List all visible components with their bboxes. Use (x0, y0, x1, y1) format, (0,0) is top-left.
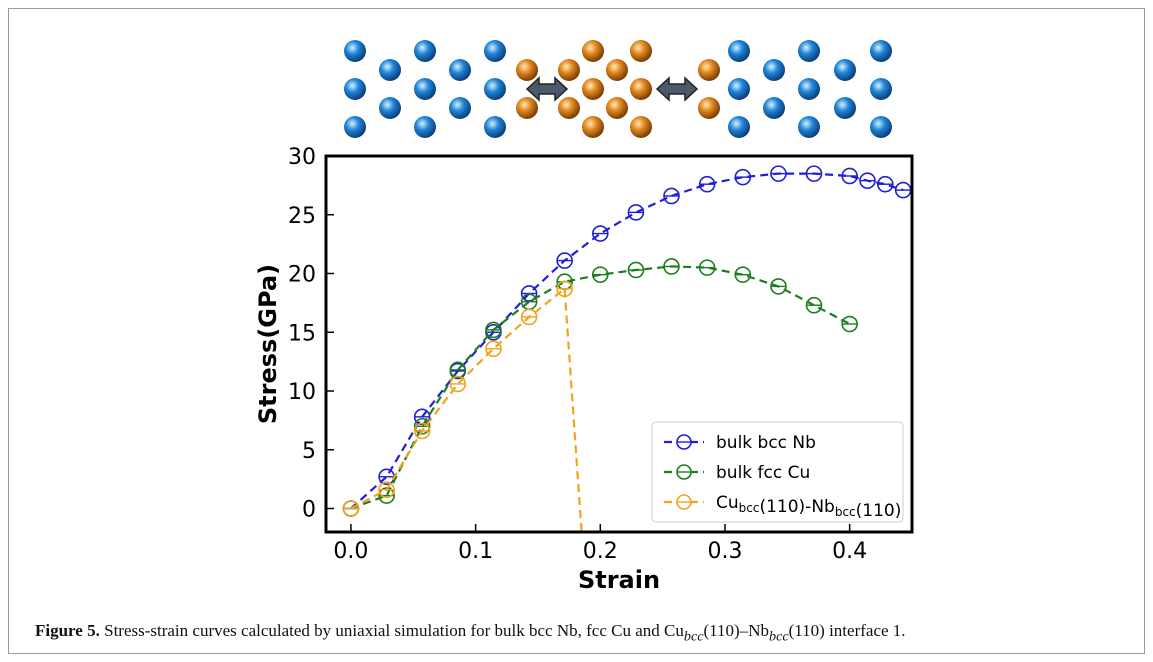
nb-atom (763, 97, 785, 119)
legend-label: Cubcc(110)-Nbbcc(110) (716, 493, 901, 521)
cu-atom (698, 97, 720, 119)
nb-atom (728, 78, 750, 100)
nb-atom (834, 59, 856, 81)
nb-atom (728, 116, 750, 138)
x-tick-label: 0.0 (333, 539, 368, 564)
cu-atom (606, 97, 628, 119)
nb-atom (870, 116, 892, 138)
legend-box (651, 421, 904, 523)
x-tick-label: 0.2 (583, 539, 618, 564)
legend-label: bulk bcc Nb (716, 433, 816, 453)
nb-atom (379, 97, 401, 119)
cu-atom (558, 59, 580, 81)
y-tick-label: 20 (288, 263, 316, 288)
nb-atom (728, 40, 750, 62)
cu-atom (582, 78, 604, 100)
x-tick-label: 0.3 (707, 539, 742, 564)
series-group (342, 165, 912, 532)
y-tick-label: 10 (288, 380, 316, 405)
nb-atom (798, 78, 820, 100)
nb-atom (763, 59, 785, 81)
nb-atom (484, 78, 506, 100)
cu-atom (698, 59, 720, 81)
cu-atom (630, 116, 652, 138)
caption-text-mid: (110)–Nb (703, 621, 769, 640)
stress-strain-chart: 0.0 0.1 0.2 0.3 0.4 0 5 10 15 20 25 30 Strain Stress(… (254, 145, 914, 594)
nb-atom (414, 78, 436, 100)
nb-atom (798, 116, 820, 138)
caption-sub-1: bcc (683, 628, 704, 645)
caption-text-pre: Stress-strain curves calculated by uniax… (99, 621, 684, 640)
y-tick-label: 15 (288, 321, 316, 346)
nb-atom (484, 116, 506, 138)
y-tick-label: 25 (288, 204, 316, 229)
nb-atom (344, 78, 366, 100)
cu-atom (516, 59, 538, 81)
double-arrow-icon (655, 76, 699, 102)
nb-atom (484, 40, 506, 62)
x-tick-label: 0.1 (458, 539, 493, 564)
nb-atom (344, 40, 366, 62)
nb-atom (414, 40, 436, 62)
nb-atom (379, 59, 401, 81)
nb-atom (344, 116, 366, 138)
figure-caption: Figure 5. Stress-strain curves calculate… (35, 621, 1135, 645)
caption-label: Figure 5. (35, 621, 100, 640)
figure-frame: 0.0 0.1 0.2 0.3 0.4 0 5 10 15 20 25 30 Strain Stress(… (8, 8, 1145, 654)
x-tick-label: 0.4 (832, 539, 867, 564)
cu-atom (606, 59, 628, 81)
plot-frame (324, 154, 914, 534)
caption-sub-2: bcc (768, 628, 789, 645)
nb-atom (834, 97, 856, 119)
nb-atom (870, 40, 892, 62)
y-tick-label: 0 (302, 498, 316, 523)
cu-atom (558, 97, 580, 119)
cu-atom (630, 40, 652, 62)
legend-label: bulk fcc Cu (716, 463, 810, 483)
y-axis-title: Stress(GPa) (254, 264, 282, 424)
nb-atom (449, 59, 471, 81)
nb-atom (870, 78, 892, 100)
nb-atom (449, 97, 471, 119)
cu-atom (582, 40, 604, 62)
atom-structure-illustration (344, 40, 892, 138)
nb-atom (798, 40, 820, 62)
y-tick-label: 5 (302, 439, 316, 464)
double-arrow-icon (525, 76, 569, 102)
cu-atom (630, 78, 652, 100)
cu-atom (582, 116, 604, 138)
nb-atom (414, 116, 436, 138)
cu-atom (516, 97, 538, 119)
x-axis-title: Strain (578, 566, 660, 594)
y-tick-label: 30 (288, 145, 316, 170)
caption-text-post: (110) interface 1. (788, 621, 906, 640)
series-line-0 (350, 172, 904, 510)
